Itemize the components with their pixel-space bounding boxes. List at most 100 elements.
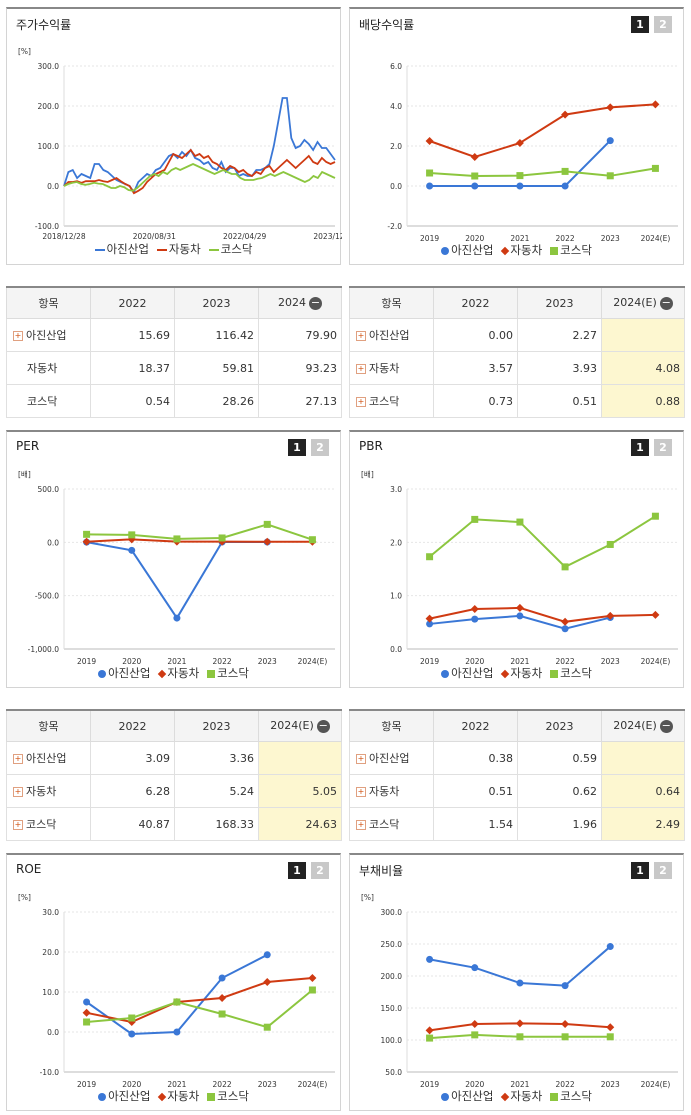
data-point[interactable] (606, 137, 614, 145)
data-point[interactable] (263, 520, 271, 528)
data-point[interactable] (471, 964, 479, 972)
expand-icon[interactable]: + (13, 331, 23, 341)
data-point[interactable] (470, 153, 479, 161)
row-label[interactable]: + 아진산업 (349, 741, 434, 775)
data-point[interactable] (516, 612, 524, 620)
data-point[interactable] (516, 1033, 524, 1041)
data-point[interactable] (516, 182, 524, 190)
page-button-2[interactable]: 2 (311, 862, 329, 879)
page-button-1[interactable]: 1 (288, 862, 306, 879)
expand-icon[interactable]: + (13, 820, 23, 830)
data-point[interactable] (606, 1023, 615, 1032)
data-point[interactable] (263, 978, 272, 986)
data-point[interactable] (263, 1023, 271, 1031)
expand-icon[interactable]: + (356, 397, 366, 407)
data-point[interactable] (83, 998, 91, 1006)
data-point[interactable] (470, 1020, 479, 1028)
expand-icon[interactable]: + (13, 787, 23, 797)
data-point[interactable] (218, 537, 227, 546)
data-point[interactable] (263, 537, 272, 546)
data-point[interactable] (425, 1026, 434, 1035)
row-label[interactable]: + 자동차 (349, 351, 434, 385)
row-label[interactable]: + 아진산업 (6, 318, 91, 352)
legend-item[interactable]: 자동차 (158, 1089, 199, 1103)
data-point[interactable] (82, 537, 91, 546)
data-point[interactable] (470, 605, 479, 613)
expand-icon[interactable]: + (356, 331, 366, 341)
row-label[interactable]: + 자동차 (349, 774, 434, 808)
data-point[interactable] (426, 1034, 434, 1042)
legend-item[interactable]: 아진산업 (94, 242, 149, 256)
page-button-1[interactable]: 1 (631, 862, 649, 879)
data-point[interactable] (218, 534, 226, 542)
legend-item[interactable]: 자동차 (501, 243, 542, 257)
data-point[interactable] (515, 1019, 524, 1028)
legend-item[interactable]: 코스닥 (550, 1089, 592, 1103)
page-button-1[interactable]: 1 (288, 439, 306, 456)
data-point[interactable] (173, 1028, 181, 1036)
data-point[interactable] (606, 943, 614, 951)
legend-item[interactable]: 코스닥 (207, 1089, 249, 1103)
data-point[interactable] (606, 172, 614, 180)
page-button-2[interactable]: 2 (311, 439, 329, 456)
data-point[interactable] (471, 515, 479, 523)
data-point[interactable] (173, 614, 181, 622)
data-point[interactable] (218, 974, 226, 982)
data-point[interactable] (515, 603, 524, 612)
data-point[interactable] (82, 1008, 91, 1017)
legend-item[interactable]: 아진산업 (98, 1089, 150, 1103)
legend-item[interactable]: 아진산업 (441, 666, 493, 680)
legend-item[interactable]: 자동차 (156, 242, 201, 256)
data-point[interactable] (606, 103, 615, 112)
legend-item[interactable]: 코스닥 (208, 242, 252, 256)
expand-icon[interactable]: + (356, 820, 366, 830)
data-point[interactable] (426, 955, 434, 963)
data-point[interactable] (606, 540, 614, 548)
data-point[interactable] (308, 986, 316, 994)
row-label[interactable]: + 자동차 (6, 774, 91, 808)
data-point[interactable] (471, 172, 479, 180)
legend-item[interactable]: 자동차 (158, 666, 199, 680)
data-point[interactable] (651, 164, 659, 172)
data-point[interactable] (128, 1030, 136, 1038)
data-point[interactable] (606, 1033, 614, 1041)
row-label[interactable]: + 코스닥 (349, 384, 434, 418)
data-point[interactable] (83, 1018, 91, 1026)
data-point[interactable] (173, 535, 181, 543)
data-point[interactable] (308, 536, 316, 544)
expand-icon[interactable]: + (356, 754, 366, 764)
data-point[interactable] (561, 617, 570, 626)
data-point[interactable] (308, 974, 317, 982)
collapse-icon[interactable]: − (309, 295, 322, 310)
data-point[interactable] (515, 139, 524, 147)
legend-item[interactable]: 자동차 (501, 666, 542, 680)
data-point[interactable] (425, 614, 434, 623)
data-point[interactable] (128, 546, 136, 554)
legend-item[interactable]: 코스닥 (550, 666, 592, 680)
data-point[interactable] (561, 982, 569, 990)
legend-item[interactable]: 코스닥 (207, 666, 249, 680)
page-button-1[interactable]: 1 (631, 439, 649, 456)
data-point[interactable] (426, 169, 434, 177)
data-point[interactable] (128, 1014, 136, 1022)
legend-item[interactable]: 아진산업 (441, 1089, 493, 1103)
legend-item[interactable]: 아진산업 (441, 243, 493, 257)
collapse-icon[interactable]: − (316, 718, 330, 733)
data-point[interactable] (651, 610, 660, 619)
data-point[interactable] (561, 182, 569, 190)
page-button-2[interactable]: 2 (654, 862, 672, 879)
data-point[interactable] (426, 553, 434, 561)
data-point[interactable] (561, 1033, 569, 1041)
data-point[interactable] (218, 994, 227, 1002)
legend-item[interactable]: 아진산업 (98, 666, 150, 680)
row-label[interactable]: + 코스닥 (349, 807, 434, 841)
legend-item[interactable]: 자동차 (501, 1089, 542, 1103)
data-point[interactable] (516, 518, 524, 526)
collapse-icon[interactable]: − (659, 295, 673, 310)
data-point[interactable] (471, 615, 479, 623)
data-point[interactable] (83, 530, 91, 538)
expand-icon[interactable]: + (356, 787, 366, 797)
page-button-1[interactable]: 1 (631, 16, 649, 33)
data-point[interactable] (651, 100, 660, 109)
data-point[interactable] (263, 951, 271, 959)
